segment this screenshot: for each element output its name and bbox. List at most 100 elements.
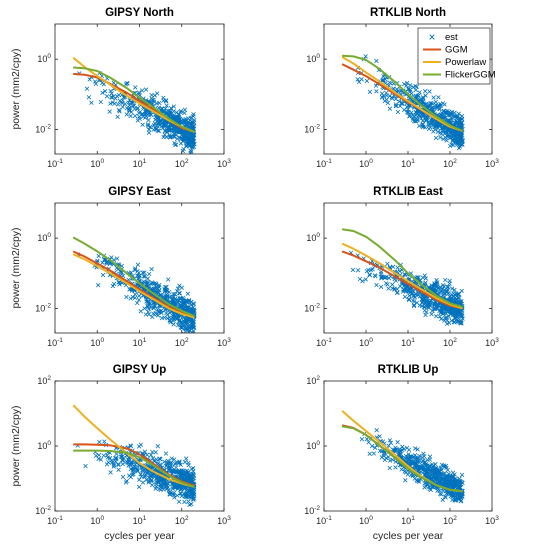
est-point bbox=[184, 144, 189, 149]
est-point bbox=[164, 103, 169, 108]
est-point bbox=[379, 455, 384, 460]
est-point bbox=[191, 138, 196, 144]
est-point bbox=[121, 95, 126, 100]
est-point bbox=[452, 320, 457, 325]
est-point bbox=[458, 479, 463, 484]
est-point bbox=[191, 323, 196, 328]
panel-gipsy-east: GIPSY East 10-1 100 101 102 103 10-2 100 power (… bbox=[10, 186, 231, 348]
est-point bbox=[423, 484, 428, 489]
est-point bbox=[115, 102, 121, 107]
est-point bbox=[159, 308, 164, 313]
series-line-flickerggm bbox=[341, 228, 463, 308]
est-point bbox=[183, 326, 189, 332]
x-tick-label: 100 bbox=[90, 337, 104, 348]
y-tick-label: 10-2 bbox=[35, 123, 51, 134]
est-point bbox=[156, 119, 161, 125]
legend-item-powerlaw: Powerlaw bbox=[423, 57, 486, 68]
est-point bbox=[176, 499, 182, 504]
est-point bbox=[406, 297, 412, 303]
est-point bbox=[458, 321, 464, 326]
est-point bbox=[135, 468, 140, 473]
est-point bbox=[126, 100, 131, 105]
est-point bbox=[446, 284, 451, 290]
est-point bbox=[444, 127, 449, 132]
est-point bbox=[445, 289, 450, 294]
est-point bbox=[432, 281, 437, 287]
est-point bbox=[386, 286, 391, 291]
est-point bbox=[441, 136, 446, 142]
est-point bbox=[443, 277, 448, 283]
x-tick-label: 103 bbox=[217, 337, 231, 348]
est-point bbox=[165, 480, 170, 486]
est-point bbox=[174, 469, 180, 474]
est-point bbox=[144, 279, 149, 285]
est-point bbox=[451, 130, 457, 136]
est-point bbox=[437, 308, 442, 314]
est-point bbox=[104, 94, 110, 99]
est-point bbox=[186, 499, 191, 504]
est-point bbox=[170, 465, 175, 470]
est-point bbox=[441, 108, 446, 113]
est-point bbox=[433, 135, 439, 141]
est-point bbox=[447, 294, 452, 299]
est-point bbox=[423, 93, 428, 98]
est-point bbox=[84, 86, 90, 91]
series-line-flickerggm bbox=[73, 66, 195, 133]
est-point bbox=[359, 437, 365, 442]
est-point bbox=[459, 141, 465, 147]
est-point bbox=[162, 288, 168, 293]
est-point bbox=[153, 473, 158, 479]
est-point bbox=[367, 451, 372, 456]
est-point bbox=[371, 451, 377, 456]
est-point bbox=[156, 479, 161, 484]
x-tick-label: 10-1 bbox=[316, 337, 332, 348]
est-point bbox=[433, 99, 439, 105]
est-point bbox=[176, 127, 181, 132]
est-point bbox=[413, 94, 418, 100]
est-point bbox=[120, 104, 125, 110]
est-point bbox=[456, 496, 462, 501]
est-point bbox=[413, 87, 418, 93]
est-point bbox=[455, 120, 461, 125]
est-point bbox=[139, 474, 144, 479]
panel-title: GIPSY North bbox=[105, 7, 174, 19]
est-point bbox=[385, 282, 390, 287]
est-point bbox=[190, 144, 195, 149]
est-point bbox=[170, 469, 175, 474]
est-point bbox=[185, 494, 190, 500]
est-point bbox=[426, 474, 431, 479]
series-line-powerlaw bbox=[341, 56, 463, 132]
est-point bbox=[153, 283, 158, 288]
est-point bbox=[175, 300, 180, 305]
est-point bbox=[184, 456, 189, 461]
est-point bbox=[178, 110, 183, 115]
est-point bbox=[184, 485, 189, 490]
est-point bbox=[390, 96, 395, 101]
x-tick-label: 100 bbox=[90, 158, 104, 169]
est-point bbox=[135, 300, 140, 306]
est-point bbox=[423, 466, 428, 472]
est-point bbox=[420, 95, 426, 100]
est-point bbox=[440, 497, 445, 502]
est-point bbox=[432, 286, 437, 292]
est-point bbox=[423, 463, 428, 468]
est-point bbox=[379, 276, 384, 281]
est-point bbox=[107, 109, 112, 114]
est-point bbox=[374, 58, 379, 64]
est-point bbox=[163, 123, 168, 128]
est-point bbox=[130, 467, 135, 472]
est-point bbox=[152, 281, 157, 286]
est-point bbox=[439, 131, 444, 136]
est-point bbox=[432, 301, 437, 307]
est-point bbox=[419, 99, 424, 104]
est-point bbox=[173, 485, 178, 490]
est-point bbox=[458, 321, 463, 326]
panel-title: RTKLIB East bbox=[373, 186, 443, 198]
est-point bbox=[108, 88, 113, 94]
est-point bbox=[132, 292, 138, 297]
est-point bbox=[105, 453, 110, 458]
est-point bbox=[161, 95, 166, 100]
est-point bbox=[185, 120, 190, 125]
panel-title: RTKLIB Up bbox=[378, 364, 439, 376]
